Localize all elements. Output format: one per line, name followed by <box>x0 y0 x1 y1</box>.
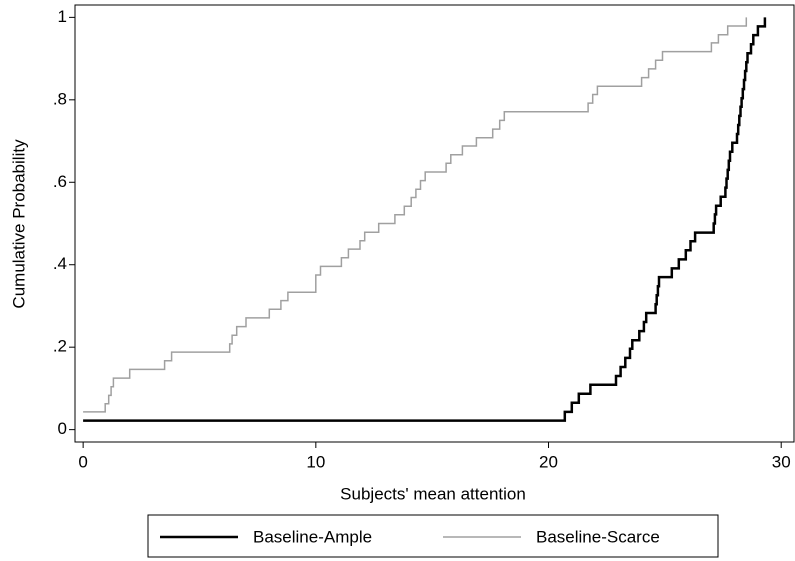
y-tick-label: 0 <box>58 419 67 438</box>
data-line <box>83 17 767 422</box>
x-tick-label: 10 <box>306 452 325 471</box>
y-tick-label: 1 <box>58 7 67 26</box>
y-tick-label: .6 <box>53 172 67 191</box>
legend-label: Baseline-Scarce <box>536 527 660 546</box>
legend-label: Baseline-Ample <box>253 527 372 546</box>
y-tick-label: .4 <box>53 254 67 273</box>
y-axis-title: Cumulative Probability <box>9 139 28 309</box>
x-tick-label: 0 <box>78 452 87 471</box>
legend-box <box>147 514 719 558</box>
x-tick-label: 20 <box>539 452 558 471</box>
data-line <box>83 17 748 413</box>
y-tick-label: .2 <box>53 337 67 356</box>
plot-frame <box>74 4 795 443</box>
x-tick-label: 30 <box>772 452 791 471</box>
x-axis-title: Subjects' mean attention <box>340 484 526 503</box>
y-tick-label: .8 <box>53 89 67 108</box>
